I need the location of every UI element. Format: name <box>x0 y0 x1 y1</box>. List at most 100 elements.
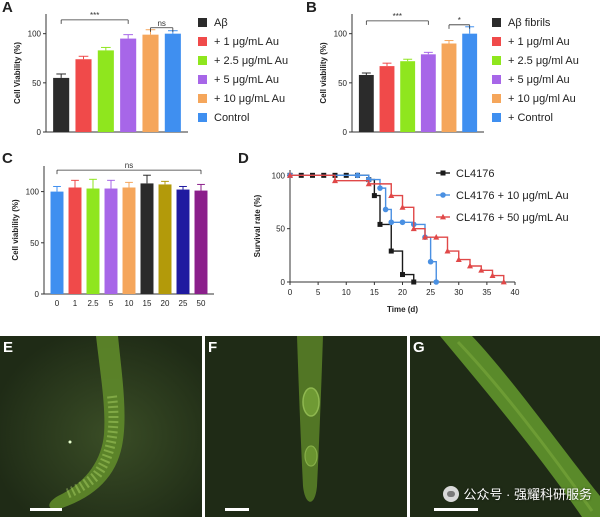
bar <box>142 34 159 132</box>
data-point <box>399 219 406 226</box>
data-point <box>433 234 440 240</box>
x-tick-label: 30 <box>454 288 463 297</box>
x-tick-label: 15 <box>370 288 379 297</box>
bar <box>379 66 395 132</box>
x-tick-label: 10 <box>342 288 351 297</box>
data-point <box>377 185 383 191</box>
data-point <box>332 177 338 184</box>
legend-swatch <box>492 113 501 122</box>
panel-label-c: C <box>2 150 13 167</box>
significance-label: ns <box>157 19 165 28</box>
data-point <box>388 219 395 226</box>
bar <box>400 61 416 133</box>
data-point <box>354 172 361 179</box>
chart-d: D 0 50 100 0 5 10 15 20 25 30 35 40 Survival rate (%… <box>228 150 600 330</box>
legend-swatch <box>492 18 501 27</box>
panel-label-f: F <box>208 339 218 356</box>
legend-swatch <box>198 113 207 122</box>
panel-label-b: B <box>306 0 317 16</box>
panel-label-d: D <box>238 150 249 167</box>
panel-label-e: E <box>3 339 14 356</box>
y-tick-label: 0 <box>343 128 348 137</box>
micrograph-e: E <box>0 336 202 517</box>
y-tick-label: 50 <box>276 225 285 234</box>
data-point <box>455 256 462 262</box>
data-point <box>365 180 372 187</box>
bar <box>86 188 100 294</box>
data-point <box>440 170 446 176</box>
scale-bar-e <box>30 508 62 511</box>
y-tick-label: 100 <box>28 30 42 39</box>
data-point <box>427 258 434 265</box>
x-tick-label: 5 <box>109 299 114 308</box>
bar <box>158 184 172 294</box>
chart-a-svg: 0 50 100 Cell Viability (%) *** ns Aβ + 1 μg/mL… <box>13 11 288 137</box>
data-point <box>489 272 496 278</box>
worm-g-image <box>410 336 600 517</box>
significance-label: ns <box>125 161 133 170</box>
x-tick-label: 1 <box>73 299 78 308</box>
legend-swatch <box>198 75 207 84</box>
x-tick-label: 20 <box>161 299 170 308</box>
x-tick-label: 20 <box>398 288 407 297</box>
scale-bar-g <box>434 508 478 511</box>
y-tick-label: 100 <box>272 171 286 180</box>
legend-swatch <box>198 94 207 103</box>
chart-a: A 0 50 100 Cell Viability (%) *** ns Aβ + 1 μg/… <box>0 0 300 150</box>
bar <box>50 191 64 294</box>
data-point <box>399 204 406 210</box>
x-tick-label: 15 <box>143 299 152 308</box>
legend-label: CL4176 <box>456 168 495 180</box>
legend-swatch <box>492 37 501 46</box>
chart-c-svg: 0 50 100 Cell viability (%) 0 1 2.5 5 10 15 20 25 50… <box>11 161 214 308</box>
data-point <box>411 279 417 285</box>
legend-label: + 5 μg/mL Au <box>214 74 279 86</box>
x-tick-label: 2.5 <box>87 299 99 308</box>
data-point <box>478 267 485 273</box>
legend-swatch <box>198 37 207 46</box>
data-point <box>410 225 417 232</box>
data-point <box>500 278 507 285</box>
x-tick-label: 50 <box>197 299 206 308</box>
legend-swatch <box>492 75 501 84</box>
x-tick-label: 25 <box>179 299 188 308</box>
y-axis-label: Cell Viability (%) <box>13 42 22 104</box>
legend-label: CL4176 + 50 μg/mL Au <box>456 212 569 224</box>
micrograph-g: G 公众号 · 强耀科研服务 <box>410 336 600 517</box>
x-axis-label: Time (d) <box>387 305 418 314</box>
worm-e-image <box>0 336 202 517</box>
y-tick-label: 0 <box>37 128 42 137</box>
y-tick-label: 50 <box>32 79 41 88</box>
bar <box>140 183 154 294</box>
data-point <box>382 206 389 213</box>
legend-label: + 10 μg/ml Au <box>508 93 576 105</box>
bar <box>53 77 70 132</box>
significance-label: *** <box>90 11 99 20</box>
y-tick-label: 0 <box>35 290 40 299</box>
bar <box>441 43 457 132</box>
panel-label-a: A <box>2 0 13 16</box>
worm-f-image <box>205 336 407 517</box>
legend-label: Control <box>214 112 249 124</box>
y-axis-label: Survival rate (%) <box>253 194 262 257</box>
bar <box>420 54 436 132</box>
chart-d-svg: 0 50 100 0 5 10 15 20 25 30 35 40 Survival rate (%) T… <box>253 168 569 314</box>
watermark-text: 公众号 · 强耀科研服务 <box>463 487 592 502</box>
data-point <box>444 247 451 254</box>
data-point <box>440 192 446 198</box>
data-point <box>467 262 473 269</box>
bar <box>164 33 181 132</box>
legend-label: + Control <box>508 112 553 124</box>
bar <box>462 33 478 132</box>
micrograph-f: F <box>205 336 407 517</box>
bar <box>75 59 92 132</box>
watermark: 公众号 · 强耀科研服务 <box>443 484 592 503</box>
scale-bar-f <box>225 508 249 511</box>
panel-label-g: G <box>413 339 425 356</box>
legend-swatch <box>198 18 207 27</box>
bar <box>97 50 114 133</box>
x-tick-label: 40 <box>511 288 520 297</box>
legend-label: Aβ fibrils <box>508 17 551 29</box>
significance-label: *** <box>393 12 402 21</box>
x-tick-label: 25 <box>426 288 435 297</box>
